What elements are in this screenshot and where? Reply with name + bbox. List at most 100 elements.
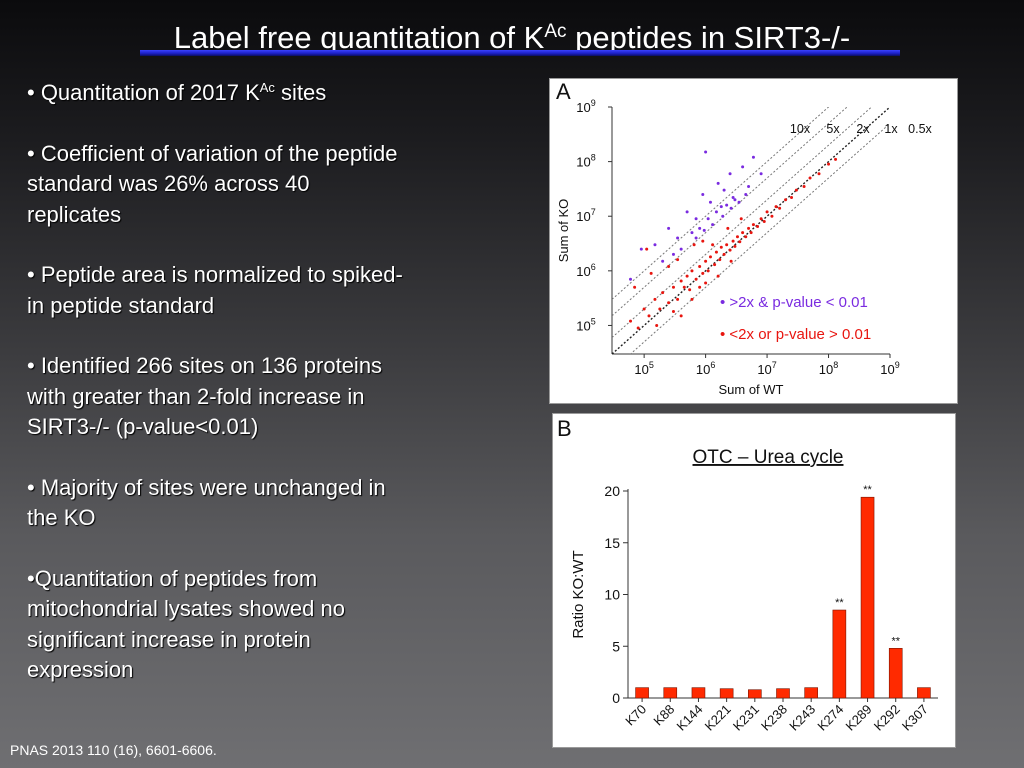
data-point: [692, 243, 696, 247]
data-point: [802, 185, 806, 189]
data-point: [679, 247, 683, 251]
tick-exponent: 8: [833, 360, 838, 370]
data-point: [722, 252, 726, 256]
x-tick-label: K289: [843, 702, 875, 734]
data-point: [738, 240, 742, 244]
slide-title-bar: Label free quantitation of KAc peptides …: [0, 0, 1024, 60]
bar: [832, 609, 847, 699]
data-point: [721, 214, 725, 218]
tick-exponent: 6: [710, 360, 715, 370]
data-point: [731, 196, 735, 200]
data-point: [655, 323, 659, 327]
data-point: [739, 217, 743, 221]
data-point: [698, 226, 702, 230]
data-point: [679, 279, 683, 283]
data-point: [719, 245, 723, 249]
title-text: Label free quantitation of K: [173, 20, 545, 55]
x-tick-label: K274: [814, 702, 846, 734]
tick-base: 10: [880, 362, 894, 377]
y-tick-label: 107: [576, 207, 595, 224]
data-point: [642, 307, 646, 311]
data-point: [701, 271, 705, 275]
reference-line: [612, 107, 890, 354]
x-tick-label: 108: [819, 360, 838, 377]
y-axis-title: Ratio KO:WT: [570, 550, 587, 638]
data-point: [744, 235, 748, 239]
data-point: [647, 314, 651, 318]
chart-title: OTC – Urea cycle: [693, 447, 844, 468]
data-point: [685, 210, 689, 214]
x-tick-label: K307: [899, 702, 931, 734]
tick-base: 10: [576, 318, 590, 333]
data-point: [661, 291, 665, 295]
data-point: [629, 319, 633, 323]
tick-base: 10: [819, 362, 833, 377]
data-point: [737, 200, 741, 204]
tick-base: 10: [757, 362, 771, 377]
data-point: [784, 198, 788, 202]
legend-entry: • >2x & p-value < 0.01: [720, 294, 868, 311]
y-tick-label: 106: [576, 262, 595, 279]
bullet-item: • Peptide area is normalized to spiked-i…: [27, 262, 403, 318]
data-point: [682, 285, 686, 289]
x-tick-label: K231: [730, 702, 762, 734]
x-tick-label: K243: [786, 702, 818, 734]
data-point: [718, 258, 722, 262]
bar-panel: B OTC – Urea cycle 0 5 10 15 20 Ratio KO:WT K70…: [552, 413, 956, 748]
y-axis-title: Sum of KO: [556, 199, 571, 263]
y-tick-label: 0: [612, 690, 620, 706]
data-point: [794, 188, 798, 192]
tick-base: 10: [696, 362, 710, 377]
data-point: [778, 206, 782, 210]
data-point: [671, 310, 675, 314]
data-point: [671, 285, 675, 289]
tick-base: 10: [576, 155, 590, 170]
reference-line-label: 5x: [826, 122, 840, 136]
data-point: [719, 205, 723, 209]
citation-footer: PNAS 2013 110 (16), 6601-6606.: [10, 742, 217, 758]
data-point: [671, 252, 675, 256]
panel-label-b: B: [557, 416, 572, 441]
data-point: [694, 236, 698, 240]
data-point: [716, 181, 720, 185]
data-point: [690, 231, 694, 235]
data-point: [706, 217, 710, 221]
data-point: [629, 277, 633, 281]
data-point: [756, 224, 760, 228]
data-point: [834, 157, 838, 161]
bar: [748, 689, 762, 699]
tick-base: 10: [576, 264, 590, 279]
data-point: [694, 217, 698, 221]
data-point: [729, 259, 733, 263]
data-point: [690, 297, 694, 301]
data-point: [661, 259, 665, 263]
data-point: [770, 214, 774, 218]
data-point: [759, 217, 763, 221]
data-point: [741, 165, 745, 169]
data-point: [639, 247, 643, 251]
significance-label: **: [891, 635, 900, 647]
bullet-superscript: Ac: [259, 80, 275, 95]
reference-line-label: 2x: [856, 122, 870, 136]
y-tick-label: 15: [604, 535, 620, 551]
reference-lines: [612, 107, 890, 354]
x-tick-label: K238: [758, 702, 790, 734]
data-point: [762, 220, 766, 224]
tick-exponent: 5: [649, 360, 654, 370]
bar: [663, 687, 678, 699]
data-point: [708, 255, 712, 259]
data-point: [725, 243, 729, 247]
data-point: [706, 269, 710, 273]
data-point: [667, 265, 671, 269]
data-point: [774, 205, 778, 209]
data-point: [694, 277, 698, 281]
bar: [804, 687, 818, 699]
scatter-panel: A 105 106 107 108 109 105 106 107 108 109 Sum of W…: [549, 78, 958, 404]
bullet-item: • Identified 266 sites on 136 proteins w…: [27, 353, 383, 439]
data-point: [667, 226, 671, 230]
tick-exponent: 7: [591, 207, 596, 217]
tick-base: 10: [634, 362, 648, 377]
data-point: [711, 223, 715, 227]
data-point: [728, 172, 732, 176]
bar: [691, 687, 706, 699]
